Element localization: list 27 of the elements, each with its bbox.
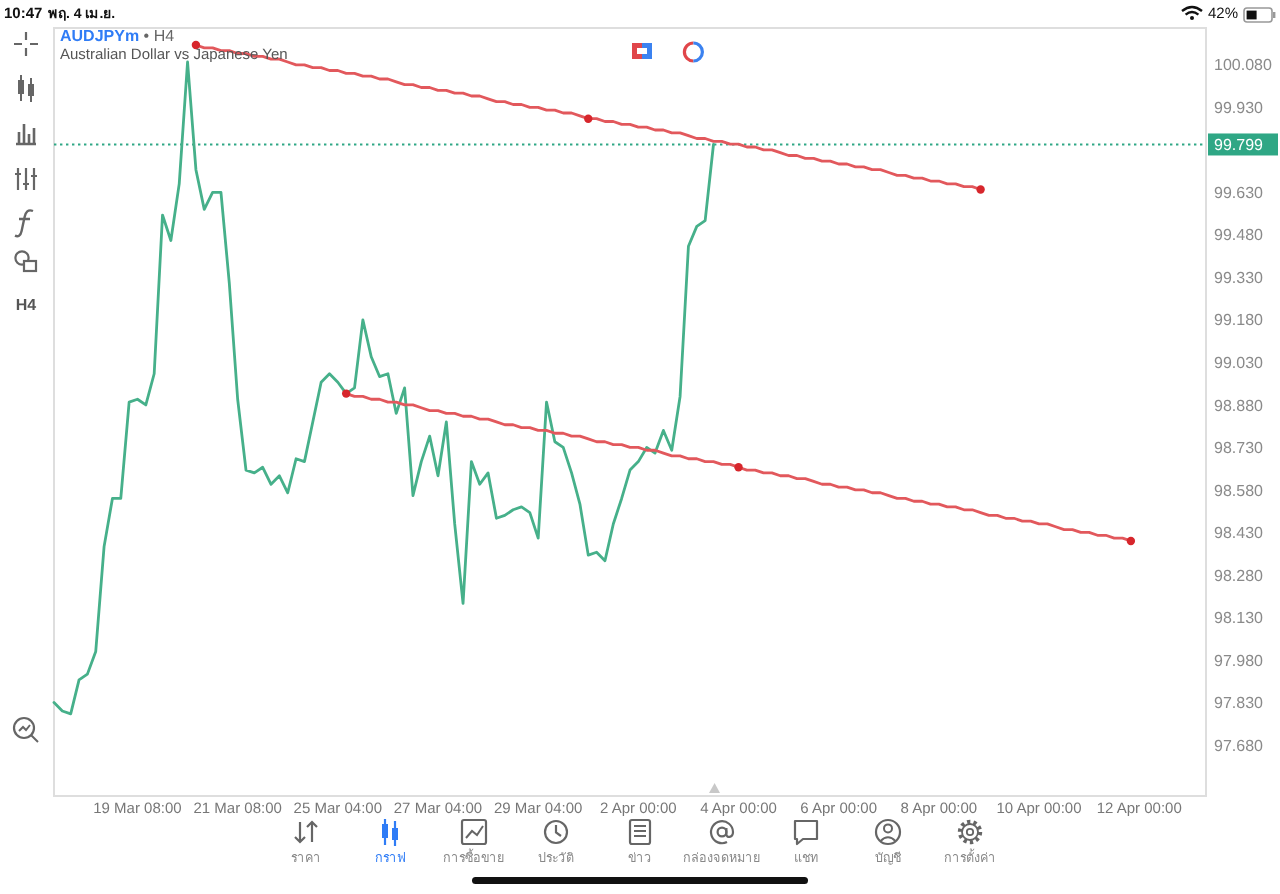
y-tick-label: 99.030 [1214,354,1265,373]
point [734,463,743,472]
line-series [344,392,1133,543]
line-series [194,43,982,191]
y-tick-label: 99.930 [1214,98,1265,117]
y-tick-label: 99.480 [1214,226,1265,245]
y-tick-label: 98.430 [1214,524,1265,543]
y-tick-label: 98.880 [1214,396,1265,415]
point [976,185,985,194]
y-tick-label: 97.980 [1214,651,1265,670]
y-tick-label: 97.830 [1214,694,1265,713]
y-tick-label: 100.080 [1214,56,1273,75]
chart-title: AUDJPYm • H4 [60,27,176,45]
point [341,389,351,398]
y-tick-label: 97.680 [1214,736,1265,755]
y-tick-label: 99.180 [1214,311,1265,330]
y-tick-label: 98.130 [1214,609,1265,628]
y-tick-label: 99.330 [1214,268,1265,287]
point [584,114,593,123]
point [1126,536,1136,546]
text: H4 [15,296,38,314]
ref-line-label: 99.799 [1214,136,1265,155]
y-tick-label: 98.280 [1214,566,1265,585]
line-series [52,60,715,716]
y-tick-label: 99.630 [1214,183,1265,202]
y-tick-label: 98.580 [1214,481,1265,500]
y-tick-label: 98.730 [1214,439,1265,458]
